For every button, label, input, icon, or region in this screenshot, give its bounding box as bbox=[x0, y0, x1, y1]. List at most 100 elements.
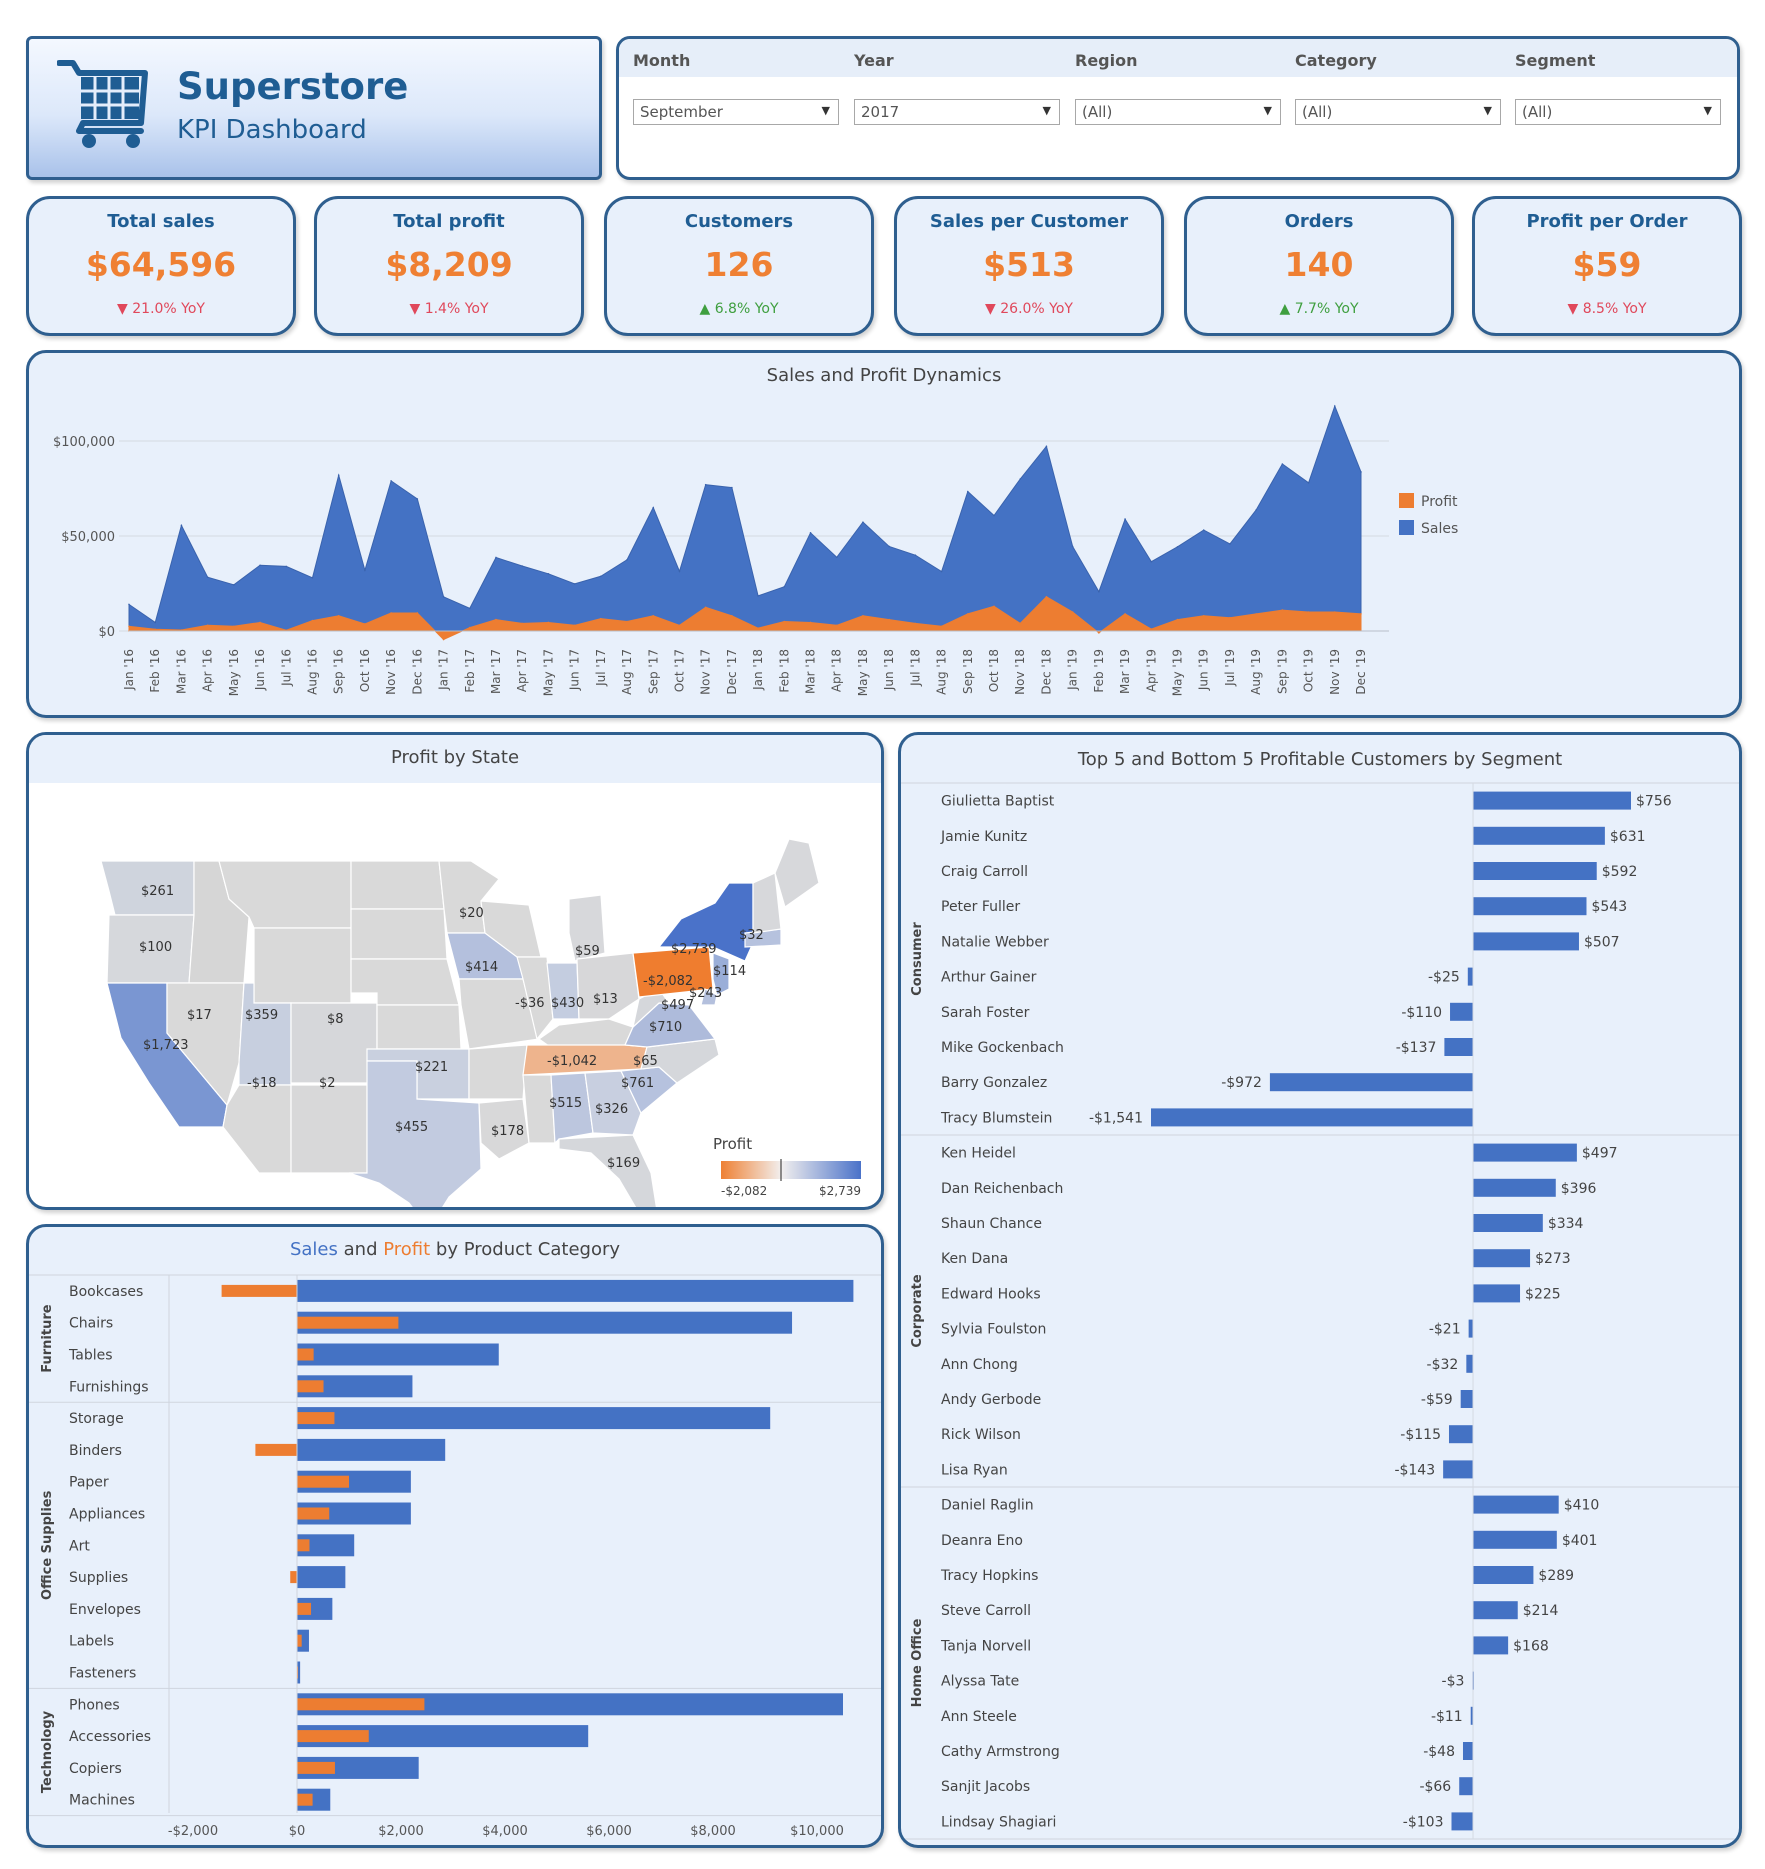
state-michigan[interactable] bbox=[568, 894, 606, 962]
state-south-dakota[interactable] bbox=[350, 908, 448, 960]
x-tick-label: $4,000 bbox=[482, 1824, 528, 1839]
value-label: $507 bbox=[1584, 934, 1620, 950]
state-illinois[interactable] bbox=[516, 956, 554, 1041]
profit-bar bbox=[1444, 1038, 1474, 1056]
customer-name: Arthur Gainer bbox=[941, 970, 1037, 986]
state-arizona[interactable] bbox=[222, 1084, 292, 1174]
customers-bar-chart: Giulietta Baptist $756 Jamie Kunitz $631 Cra… bbox=[901, 782, 1739, 1840]
kpi-value: 140 bbox=[1284, 245, 1354, 284]
customer-name: Peter Fuller bbox=[941, 899, 1020, 915]
profit-point bbox=[495, 618, 497, 621]
profit-bar bbox=[297, 1602, 312, 1615]
month-select[interactable]: September ▼ bbox=[633, 99, 839, 125]
category-label: Accessories bbox=[69, 1729, 151, 1745]
profit-point bbox=[206, 624, 209, 627]
state-vermont-nh[interactable] bbox=[752, 872, 782, 934]
sales-point bbox=[1307, 482, 1310, 484]
profit-bar bbox=[1462, 1742, 1474, 1760]
kpi-yoy: ▼ 26.0% YoY bbox=[897, 301, 1161, 317]
value-label: $168 bbox=[1513, 1638, 1549, 1654]
state-missouri[interactable] bbox=[458, 978, 540, 1050]
value-label: -$25 bbox=[1428, 970, 1460, 986]
kpi-yoy: ▼ 21.0% YoY bbox=[29, 301, 293, 317]
x-tick-label: Jul '16 bbox=[279, 649, 293, 687]
state-arkansas[interactable] bbox=[468, 1044, 528, 1100]
map-label: -$2,082 bbox=[643, 974, 693, 989]
state-west-virginia[interactable] bbox=[632, 988, 671, 1029]
x-tick-label: Jun '19 bbox=[1197, 649, 1211, 691]
state-wyoming[interactable] bbox=[253, 927, 352, 1004]
state-kansas[interactable] bbox=[376, 1004, 462, 1050]
category-label: Phones bbox=[69, 1697, 120, 1713]
state-alabama[interactable] bbox=[550, 1072, 594, 1145]
profit-point bbox=[1176, 618, 1179, 621]
map-label: $1,723 bbox=[143, 1038, 189, 1053]
map-label: $2,739 bbox=[671, 942, 717, 957]
category-label: Storage bbox=[69, 1411, 124, 1427]
state-louisiana[interactable] bbox=[478, 1098, 530, 1160]
state-ohio[interactable] bbox=[576, 952, 640, 1020]
profit-bar bbox=[1473, 932, 1579, 951]
profit-point bbox=[390, 612, 392, 614]
map-label: $178 bbox=[491, 1124, 524, 1139]
profit-bar bbox=[1269, 1073, 1474, 1092]
x-tick-label: May '16 bbox=[227, 649, 241, 696]
profit-bar bbox=[1473, 862, 1597, 880]
y-tick-label: $0 bbox=[98, 625, 115, 640]
customer-name: Rick Wilson bbox=[941, 1427, 1021, 1443]
state-texas[interactable] bbox=[348, 1060, 482, 1210]
state-nebraska[interactable] bbox=[350, 958, 460, 1006]
profit-point bbox=[337, 615, 340, 617]
profit-point bbox=[364, 623, 366, 625]
select-value: (All) bbox=[1082, 103, 1113, 121]
x-tick-label: Jan '16 bbox=[122, 649, 136, 691]
profit-point bbox=[154, 628, 157, 631]
profit-bar bbox=[1473, 1214, 1543, 1232]
select-value: September bbox=[640, 103, 723, 121]
segment-select[interactable]: (All) ▼ bbox=[1515, 99, 1721, 125]
region-select[interactable]: (All) ▼ bbox=[1075, 99, 1281, 125]
sales-bar bbox=[297, 1343, 499, 1366]
segment-label: Consumer bbox=[910, 922, 925, 996]
profit-point bbox=[652, 615, 655, 617]
us-states bbox=[100, 838, 820, 1210]
year-select[interactable]: 2017 ▼ bbox=[854, 99, 1060, 125]
customer-name: Deanra Eno bbox=[941, 1533, 1023, 1549]
customer-name: Shaun Chance bbox=[941, 1216, 1042, 1232]
state-new-jersey[interactable] bbox=[712, 952, 730, 996]
state-georgia[interactable] bbox=[584, 1070, 642, 1136]
state-north-dakota[interactable] bbox=[350, 860, 445, 910]
category-label: Art bbox=[69, 1538, 90, 1554]
profit-point bbox=[1229, 616, 1231, 619]
sales-bar bbox=[297, 1279, 854, 1302]
sales-point bbox=[678, 570, 681, 573]
profit-point bbox=[783, 620, 786, 623]
x-tick-label: Mar '19 bbox=[1118, 649, 1132, 694]
map-label: $414 bbox=[465, 960, 498, 975]
map-title: Profit by State bbox=[390, 747, 520, 768]
state-florida[interactable] bbox=[558, 1134, 657, 1210]
state-nevada[interactable] bbox=[166, 982, 245, 1107]
x-tick-label: Feb '18 bbox=[777, 649, 791, 693]
profit-point bbox=[862, 615, 864, 617]
x-tick-label: Nov '19 bbox=[1328, 649, 1342, 695]
kpi-value: $59 bbox=[1572, 245, 1642, 284]
value-label: $497 bbox=[1582, 1146, 1618, 1162]
category-select[interactable]: (All) ▼ bbox=[1295, 99, 1501, 125]
customers-panel: Top 5 and Bottom 5 Profitable Customers … bbox=[898, 732, 1742, 1848]
category-label: Chairs bbox=[69, 1316, 113, 1332]
profit-point bbox=[1255, 613, 1257, 615]
state-maine[interactable] bbox=[774, 838, 820, 908]
customer-name: Giulietta Baptist bbox=[941, 794, 1055, 810]
state-delaware[interactable] bbox=[700, 988, 718, 1006]
sales-bar bbox=[297, 1661, 301, 1684]
state-pennsylvania[interactable] bbox=[632, 946, 714, 998]
state-new-mexico[interactable] bbox=[290, 1084, 368, 1174]
kpi-card-orders: Orders 140 ▲ 7.7% YoY bbox=[1184, 196, 1454, 336]
x-tick-label: Jun '18 bbox=[882, 649, 896, 691]
customer-name: Jamie Kunitz bbox=[940, 829, 1027, 845]
sales-point bbox=[1019, 478, 1022, 480]
profit-bar bbox=[1473, 1566, 1534, 1584]
y-tick-label: $100,000 bbox=[53, 435, 115, 450]
sales-point bbox=[940, 570, 943, 573]
